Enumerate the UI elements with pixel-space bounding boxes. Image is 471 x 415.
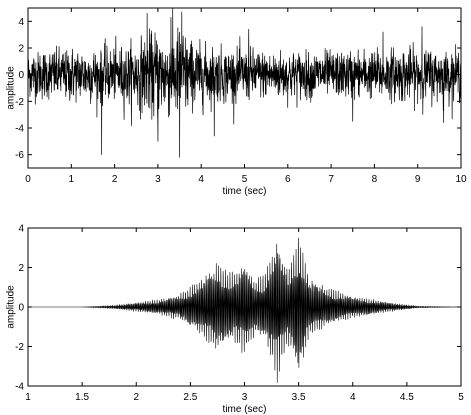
top-plot-xtick-label: 3	[155, 174, 161, 185]
top-plot-ytick-label: 4	[18, 17, 24, 28]
top-signal-line	[27, 7, 462, 158]
bottom-plot-ytick-label: 4	[18, 224, 24, 235]
top-plot-ytick-label: -4	[15, 124, 24, 135]
top-plot-ytick-label: 0	[18, 70, 24, 81]
bottom-plot-ytick-label: -2	[15, 342, 24, 353]
bottom-plot-xtick-label: 3	[242, 392, 248, 403]
top-plot-xtick-label: 1	[69, 174, 75, 185]
bottom-plot-xtick-label: 4	[350, 392, 356, 403]
bottom-plot-xtick-label: 5	[458, 392, 464, 403]
top-plot-xtick-label: 2	[112, 174, 118, 185]
bottom-signal-line	[27, 237, 462, 383]
top-plot-frame	[27, 7, 462, 169]
top-plot-ticks: 0 1 2 3 4 5 6 7 8 9 10 -6 -4 -2 0 2 4	[15, 8, 467, 185]
bottom-plot-xtick-label: 2	[133, 392, 139, 403]
bottom-plot-xtick-label: 1	[25, 392, 31, 403]
bottom-plot-xtick-label: 3.5	[292, 392, 306, 403]
top-plot-series-line	[27, 7, 462, 158]
top-signal-plot: 0 1 2 3 4 5 6 7 8 9 10 -6 -4 -2 0 2 4 time (sec) amplitu…	[6, 7, 467, 197]
bottom-plot-ylabel: amplitude	[6, 285, 17, 329]
top-plot-xlabel: time (sec)	[223, 186, 267, 197]
top-plot-xtick-label: 0	[25, 174, 31, 185]
top-plot-ylabel: amplitude	[6, 66, 17, 110]
top-plot-xtick-label: 9	[415, 174, 421, 185]
top-plot-xtick-label: 8	[372, 174, 378, 185]
top-plot-xtick-label: 4	[198, 174, 204, 185]
bottom-plot-xlabel: time (sec)	[223, 404, 267, 415]
top-plot-ytick-label: -6	[15, 150, 24, 161]
bottom-plot-ytick-label: 0	[18, 303, 24, 314]
bottom-plot-xtick-label: 4.5	[400, 392, 414, 403]
bottom-plot-xtick-label: 2.5	[183, 392, 197, 403]
top-plot-xtick-label: 10	[455, 174, 467, 185]
bottom-plot-ytick-label: 2	[18, 263, 24, 274]
top-plot-ytick-label: -2	[15, 97, 24, 108]
bottom-signal-plot: 1 1.5 2 2.5 3 3.5 4 4.5 5 -4 -2 0 2 4 time (sec) ampl…	[6, 224, 465, 415]
top-plot-ytick-label: 2	[18, 44, 24, 55]
bottom-plot-frame	[27, 227, 462, 387]
bottom-plot-series-line	[27, 237, 462, 383]
bottom-plot-ytick-label: -4	[15, 382, 24, 393]
top-plot-xtick-label: 5	[242, 174, 248, 185]
top-plot-xtick-label: 7	[328, 174, 334, 185]
top-plot-xtick-label: 6	[285, 174, 291, 185]
bottom-plot-xtick-label: 1.5	[75, 392, 89, 403]
